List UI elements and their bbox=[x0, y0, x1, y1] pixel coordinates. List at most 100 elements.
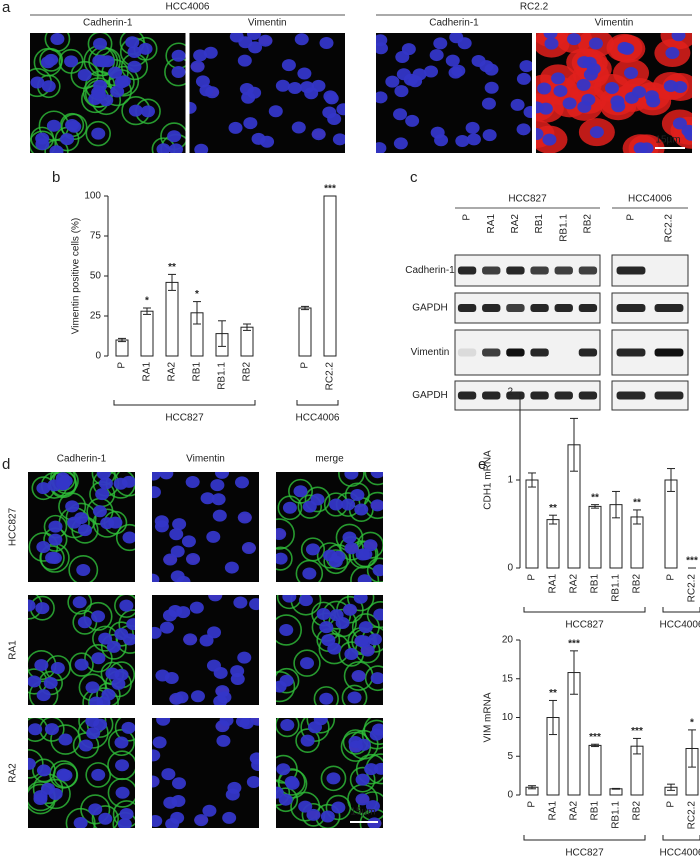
nucleus bbox=[433, 37, 448, 50]
nucleus bbox=[370, 672, 383, 685]
nucleus bbox=[110, 85, 125, 98]
membrane bbox=[341, 684, 368, 705]
nucleus bbox=[633, 142, 648, 153]
nucleus bbox=[278, 793, 293, 806]
membrane bbox=[366, 557, 383, 582]
error-bar bbox=[570, 650, 578, 695]
nucleus bbox=[342, 531, 357, 544]
nucleus bbox=[300, 657, 315, 670]
group-label: HCC827 bbox=[165, 413, 204, 424]
nucleus bbox=[77, 69, 92, 82]
membrane bbox=[338, 472, 365, 487]
membrane bbox=[96, 682, 121, 705]
membrane bbox=[276, 546, 293, 571]
nucleus bbox=[298, 595, 313, 607]
membrane bbox=[276, 667, 300, 694]
membrane bbox=[276, 779, 291, 806]
bar bbox=[115, 339, 129, 357]
error-bar bbox=[243, 323, 251, 331]
nucleus bbox=[212, 509, 227, 522]
membrane bbox=[361, 719, 383, 750]
nucleus bbox=[663, 79, 678, 92]
nucleus bbox=[542, 133, 557, 146]
nucleus bbox=[357, 635, 372, 648]
nucleus bbox=[617, 41, 632, 54]
nucleus bbox=[237, 511, 252, 524]
band bbox=[654, 304, 684, 312]
nucleus bbox=[551, 72, 566, 85]
membrane bbox=[290, 791, 321, 822]
y-tick-label: 100 bbox=[84, 191, 101, 202]
image-content bbox=[376, 33, 532, 153]
nucleus bbox=[176, 575, 191, 582]
group-label: HCC827 bbox=[565, 848, 604, 859]
nucleus bbox=[588, 37, 603, 50]
nucleus bbox=[34, 659, 49, 672]
nucleus bbox=[237, 54, 252, 67]
membrane bbox=[85, 120, 111, 147]
nucleus bbox=[156, 718, 171, 726]
nucleus bbox=[234, 476, 249, 489]
image-content bbox=[28, 472, 135, 582]
significance: * bbox=[195, 289, 199, 300]
nucleus bbox=[98, 632, 113, 645]
nucleus bbox=[370, 499, 383, 512]
band bbox=[616, 348, 646, 357]
nucleus bbox=[344, 647, 359, 660]
nucleus bbox=[152, 472, 161, 481]
nucleus bbox=[219, 718, 234, 727]
band bbox=[457, 391, 477, 400]
nucleus bbox=[251, 758, 259, 771]
blot bbox=[454, 254, 601, 287]
nucleus bbox=[344, 542, 359, 555]
significance: *** bbox=[631, 726, 643, 737]
significance: *** bbox=[589, 732, 601, 743]
row-label: GAPDH bbox=[412, 390, 448, 401]
image-content bbox=[28, 595, 135, 705]
membrane bbox=[88, 687, 119, 705]
nucleus bbox=[562, 97, 577, 110]
nucleus bbox=[331, 801, 346, 814]
nucleus bbox=[358, 621, 373, 634]
band bbox=[482, 348, 501, 357]
nucleus bbox=[358, 548, 373, 561]
membrane bbox=[320, 765, 347, 792]
membrane bbox=[295, 728, 320, 753]
x-tick-label: RB1 bbox=[590, 801, 601, 821]
nucleus bbox=[114, 736, 129, 749]
nucleus bbox=[50, 33, 65, 46]
nucleus bbox=[351, 670, 366, 683]
nucleus bbox=[78, 739, 93, 752]
nucleus bbox=[190, 690, 205, 703]
bar bbox=[588, 744, 602, 796]
band bbox=[616, 266, 646, 275]
membrane bbox=[297, 494, 323, 519]
nucleus bbox=[98, 477, 113, 490]
nucleus bbox=[243, 117, 258, 130]
group-bracket bbox=[662, 835, 700, 841]
group-label: HCC4006 bbox=[296, 413, 340, 424]
error-bar bbox=[667, 783, 675, 791]
nucleus bbox=[302, 567, 317, 580]
image-content bbox=[152, 595, 259, 705]
nucleus bbox=[141, 105, 156, 118]
nucleus bbox=[365, 800, 380, 813]
nucleus bbox=[275, 79, 290, 92]
nucleus bbox=[376, 91, 388, 104]
lane-label: RB1.1 bbox=[558, 214, 569, 242]
nucleus bbox=[401, 43, 416, 56]
nucleus bbox=[174, 691, 189, 704]
nucleus bbox=[287, 82, 302, 95]
nucleus bbox=[316, 607, 331, 620]
image-content bbox=[28, 718, 135, 828]
nucleus bbox=[60, 133, 75, 146]
group-bracket bbox=[523, 835, 646, 841]
row-label: Cadherin-1 bbox=[405, 265, 455, 276]
blot bbox=[454, 329, 601, 376]
nucleus bbox=[370, 472, 383, 479]
band bbox=[616, 391, 646, 400]
nucleus bbox=[248, 41, 263, 54]
nucleus bbox=[189, 601, 204, 614]
band bbox=[654, 348, 684, 357]
error-bar bbox=[591, 743, 599, 748]
